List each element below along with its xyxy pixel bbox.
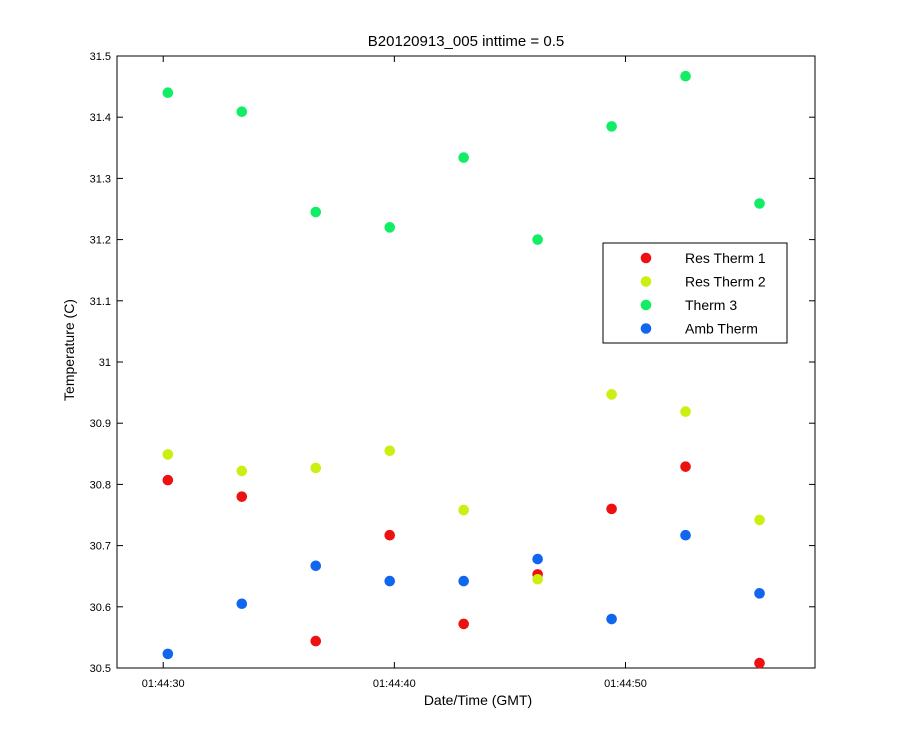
y-tick-label: 30.9: [90, 418, 111, 430]
data-point: [384, 222, 396, 233]
data-point: [680, 406, 691, 417]
data-point: [532, 573, 543, 585]
data-point: [310, 560, 322, 572]
data-point: [162, 648, 174, 660]
chart-title: B20120913_005 inttime = 0.5: [368, 33, 564, 50]
series-3: [162, 529, 765, 660]
data-point: [606, 613, 617, 625]
y-tick-label: 30.5: [90, 663, 111, 675]
x-axis-label: Date/Time (GMT): [424, 692, 532, 708]
data-point: [162, 474, 174, 486]
series-2: [162, 70, 765, 245]
y-tick-label: 31.2: [90, 235, 111, 247]
legend-label: Therm 3: [685, 297, 737, 313]
series-1: [162, 389, 765, 585]
x-tick-label: 01:44:40: [373, 678, 416, 690]
data-point: [236, 598, 248, 610]
legend-marker: [640, 299, 652, 311]
y-axis-label: Temperature (C): [61, 299, 77, 401]
y-axis: 30.5 30.6 30.7 30.8 30.9 31 31.1 31.2 31.3 31.4 31…: [90, 51, 815, 675]
data-point: [754, 588, 765, 599]
data-point: [680, 529, 691, 541]
plot-area: [116, 55, 816, 669]
legend-marker: [640, 323, 652, 334]
data-points: [162, 70, 765, 669]
legend-label: Amb Therm: [685, 321, 758, 337]
data-point: [236, 465, 248, 477]
data-point: [606, 503, 617, 515]
data-point: [532, 553, 543, 565]
x-axis: 01:44:30 01:44:40 01:44:50: [142, 56, 647, 690]
data-point: [680, 461, 691, 472]
data-point: [384, 575, 396, 587]
y-tick-label: 31.3: [90, 173, 111, 185]
legend-label: Res Therm 1: [685, 250, 766, 266]
data-point: [680, 70, 691, 82]
data-point: [754, 514, 765, 526]
data-point: [606, 389, 617, 400]
data-point: [236, 491, 248, 502]
x-tick-label: 01:44:50: [604, 678, 647, 690]
data-point: [310, 462, 322, 474]
data-point: [458, 618, 469, 630]
data-point: [532, 234, 543, 245]
legend-marker: [640, 276, 652, 287]
data-point: [458, 152, 469, 163]
y-tick-label: 31: [99, 357, 111, 369]
y-tick-label: 30.7: [90, 541, 111, 553]
data-point: [236, 106, 248, 117]
data-point: [310, 635, 322, 647]
data-point: [310, 206, 322, 218]
legend: Res Therm 1 Res Therm 2 Therm 3 Amb Therm: [602, 242, 788, 344]
y-tick-label: 30.6: [90, 602, 111, 614]
y-tick-label: 31.1: [90, 296, 111, 308]
y-tick-label: 31.4: [90, 112, 111, 124]
data-point: [162, 87, 174, 99]
data-point: [754, 198, 765, 209]
data-point: [606, 121, 617, 132]
data-point: [458, 504, 469, 516]
data-point: [384, 445, 396, 457]
data-point: [754, 657, 765, 669]
data-point: [162, 449, 174, 460]
legend-box: [602, 242, 788, 344]
legend-label: Res Therm 2: [685, 274, 766, 290]
legend-marker: [640, 252, 652, 264]
data-point: [384, 529, 396, 541]
x-tick-label: 01:44:30: [142, 678, 185, 690]
data-point: [458, 575, 469, 587]
y-tick-label: 30.8: [90, 479, 111, 491]
y-tick-label: 31.5: [90, 51, 111, 63]
